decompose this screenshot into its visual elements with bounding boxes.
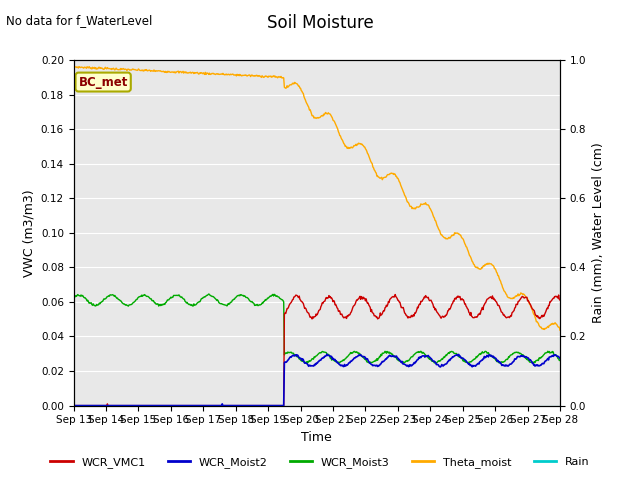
X-axis label: Time: Time	[301, 431, 332, 444]
Text: Soil Moisture: Soil Moisture	[267, 14, 373, 33]
Legend: WCR_VMC1, WCR_Moist2, WCR_Moist3, Theta_moist, Rain: WCR_VMC1, WCR_Moist2, WCR_Moist3, Theta_…	[46, 452, 594, 472]
Y-axis label: Rain (mm), Water Level (cm): Rain (mm), Water Level (cm)	[592, 143, 605, 323]
Text: No data for f_WaterLevel: No data for f_WaterLevel	[6, 14, 153, 27]
Text: BC_met: BC_met	[79, 75, 128, 88]
Y-axis label: VWC (m3/m3): VWC (m3/m3)	[22, 189, 35, 276]
